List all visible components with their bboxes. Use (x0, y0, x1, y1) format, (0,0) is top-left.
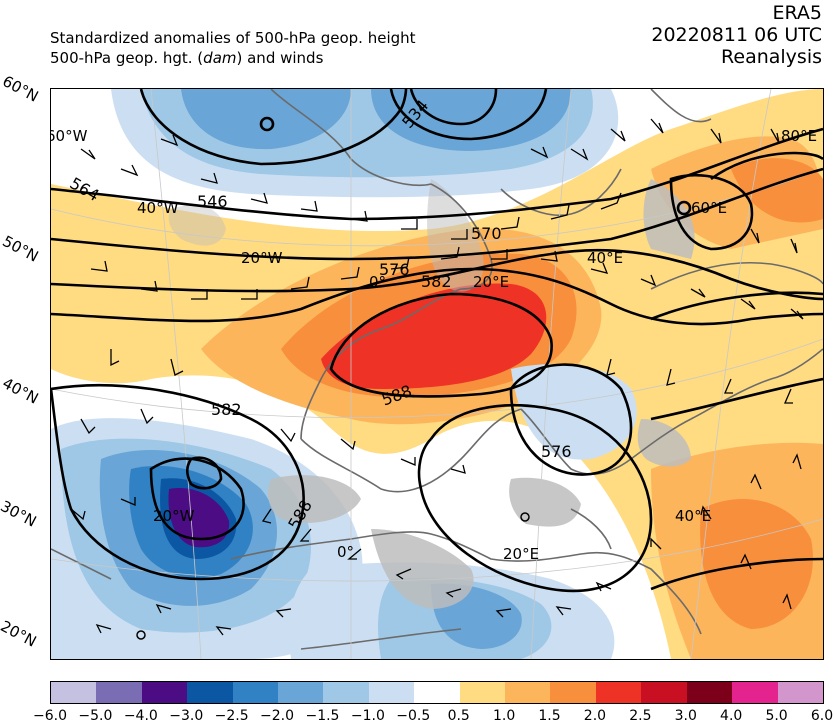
map-panel[interactable]: 60°W 40°W 20°W 0° 20°E 40°E 60°E 80°E 20… (50, 88, 824, 660)
title-line-2-prefix: 500-hPa geop. hgt. ( (50, 49, 204, 67)
contour-label-570: 570 (471, 224, 502, 243)
dataset-label: ERA5 (772, 2, 822, 24)
datetime-label: 20220811 06 UTC (651, 24, 822, 46)
colorbar-cell (686, 682, 733, 703)
colorbar-tick-label: 1.0 (492, 708, 516, 724)
lon-label-60w: 60°W (51, 127, 88, 145)
colorbar-cell (96, 682, 142, 703)
lat-label-30n: 30°N (0, 497, 40, 531)
colorbar-tick-label: −4.0 (123, 708, 158, 724)
map-canvas: 60°W 40°W 20°W 0° 20°E 40°E 60°E 80°E 20… (51, 89, 823, 659)
lon-label-80e: 80°E (781, 127, 817, 145)
lon-label-0-south: 0° (337, 543, 354, 561)
colorbar-tick-label: 2.0 (583, 708, 607, 724)
height-contours (51, 89, 823, 593)
graticule (51, 89, 823, 659)
colorbar-tick-label: 6.0 (810, 708, 834, 724)
colorbar-tick-label: −5.0 (78, 708, 113, 724)
colorbar-cell (777, 682, 823, 703)
positive-anomaly-shading (51, 89, 823, 659)
small-center-marker-2 (520, 512, 530, 522)
colorbar-cell (323, 682, 369, 703)
land-masses (168, 179, 695, 609)
colorbar-cell (641, 682, 687, 703)
coastlines (51, 89, 823, 650)
lon-label-20w-south: 20°W (153, 507, 195, 525)
colorbar-tick-label: 2.5 (629, 708, 652, 724)
colorbar-cell (187, 682, 233, 703)
colorbar-cell (550, 682, 596, 703)
colorbar-tick-label: 1.5 (538, 708, 561, 724)
colorbar-cell (414, 682, 460, 703)
lon-label-20e: 20°E (473, 273, 509, 291)
lat-label-50n: 50°N (0, 232, 42, 266)
run-info: ERA5 20220811 06 UTC Reanalysis (651, 2, 822, 68)
lon-label-40e: 40°E (587, 249, 623, 267)
colorbar-tick-label: 5.0 (765, 708, 788, 724)
colorbar-cell (595, 682, 642, 703)
colorbar-cell (51, 682, 97, 703)
lon-label-40e-south: 40°E (675, 507, 711, 525)
colorbar-tick-label: −2.5 (214, 708, 249, 724)
colorbar-cell (232, 682, 279, 703)
lon-label-0: 0° (369, 273, 386, 291)
colorbar-cell (459, 682, 506, 703)
colorbar-cell (732, 682, 778, 703)
lon-label-60e: 60°E (691, 199, 727, 217)
lat-label-40n: 40°N (0, 374, 42, 408)
contour-label-576-south: 576 (541, 442, 572, 461)
low-center-marker-east (676, 200, 692, 216)
contour-label-576: 576 (379, 260, 410, 279)
colorbar-tick-label: −0.5 (396, 708, 431, 724)
product-label: Reanalysis (721, 46, 822, 68)
longitude-labels: 60°W 40°W 20°W 0° 20°E 40°E 60°E 80°E 20… (51, 127, 817, 563)
contour-label-582-west: 582 (211, 400, 242, 419)
lon-label-20e-south: 20°E (503, 545, 539, 563)
contour-label-582: 582 (421, 272, 452, 291)
map-title: Standardized anomalies of 500-hPa geop. … (50, 28, 416, 68)
contour-label-546: 546 (197, 192, 228, 211)
title-unit: dam (203, 49, 237, 67)
colorbar-tick-label: 3.0 (674, 708, 697, 724)
colorbar-tick-label: −1.0 (350, 708, 385, 724)
colorbar-tick-label: −1.5 (305, 708, 340, 724)
wind-barbs (70, 118, 804, 636)
lat-label-20n: 20°N (0, 617, 40, 651)
colorbar-tick-label: 4.0 (720, 708, 743, 724)
colorbar-tick-label: −2.0 (260, 708, 295, 724)
colorbar-tick-label: −3.0 (169, 708, 204, 724)
title-line-2-suffix: ) and winds (236, 49, 324, 67)
colorbar (50, 681, 824, 704)
colorbar-cell (278, 682, 324, 703)
lat-label-60n: 60°N (0, 72, 42, 106)
colorbar-cell (505, 682, 551, 703)
colorbar-tick-label: −6.0 (33, 708, 67, 724)
low-center-marker (259, 116, 275, 132)
title-line-1: Standardized anomalies of 500-hPa geop. … (50, 29, 416, 47)
small-center-marker (136, 630, 146, 640)
title-line-2: 500-hPa geop. hgt. (dam) and winds (50, 48, 416, 68)
colorbar-cell (368, 682, 415, 703)
lon-label-20w: 20°W (241, 249, 283, 267)
colorbar-tick-label: 0.5 (447, 708, 470, 724)
colorbar-ticks: −6.0 −5.0 −4.0 −3.0 −2.5 −2.0 −1.5 −1.0 −0.5 0.5 1… (33, 708, 833, 724)
lon-label-40w: 40°W (137, 199, 179, 217)
colorbar-cell (141, 682, 188, 703)
